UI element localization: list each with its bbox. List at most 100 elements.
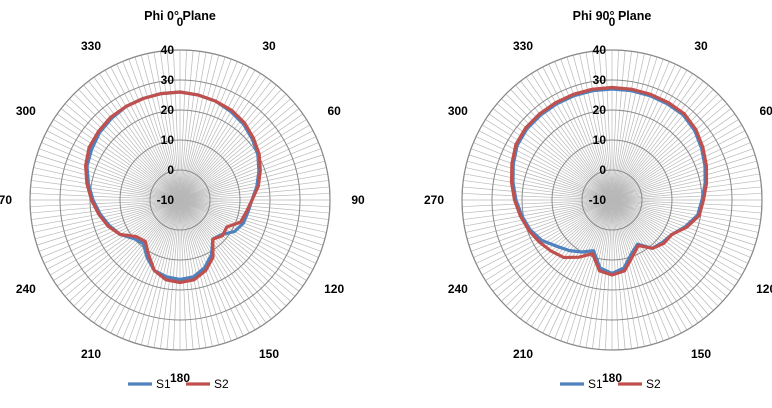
spoke [566, 56, 613, 201]
spoke [179, 199, 325, 240]
angle-tick-label: 150 [691, 347, 711, 361]
spoke [179, 80, 272, 201]
spoke [611, 199, 754, 252]
spoke [78, 89, 181, 201]
spoke [611, 50, 626, 201]
spoke [179, 199, 330, 207]
spoke [179, 56, 226, 201]
spoke [542, 199, 613, 334]
spoke [542, 66, 613, 201]
spoke [122, 61, 181, 201]
angle-tick-label: 180 [602, 371, 622, 385]
spoke [611, 167, 759, 201]
spoke [611, 199, 732, 292]
spoke [611, 199, 757, 240]
spoke [611, 50, 619, 201]
spoke [46, 199, 181, 270]
spoke [611, 73, 693, 201]
spoke [611, 148, 754, 201]
spoke [179, 58, 232, 201]
spoke [611, 89, 714, 201]
spoke [536, 199, 613, 331]
spoke [585, 199, 613, 348]
spoke [166, 199, 181, 350]
spoke [116, 63, 181, 201]
spoke [69, 199, 181, 302]
spoke [611, 173, 760, 201]
angle-tick-label: 120 [756, 282, 772, 296]
r-tick-label: -10 [157, 193, 175, 207]
legend-label-s2: S2 [646, 377, 661, 391]
spoke [173, 199, 181, 350]
angle-tick-label: 240 [448, 282, 468, 296]
spoke [179, 199, 314, 270]
spoke [611, 199, 739, 281]
r-tick-label: 40 [593, 43, 607, 57]
spoke [179, 199, 267, 324]
spoke [598, 199, 613, 350]
angle-tick-label: 0 [609, 15, 616, 29]
angle-tick-label: 60 [327, 104, 341, 118]
angle-tick-label: 30 [694, 39, 708, 53]
spoke [611, 199, 658, 344]
spoke [554, 199, 613, 339]
spoke [531, 73, 613, 201]
spoke [30, 199, 181, 207]
spoke [166, 50, 181, 201]
legend: S1 S2 [128, 377, 229, 391]
angle-tick-label: 180 [170, 371, 190, 385]
spoke [548, 199, 613, 337]
spoke [179, 124, 311, 201]
angle-tick-label: 90 [351, 193, 365, 207]
spoke [611, 199, 756, 246]
spoke [179, 63, 244, 201]
grid-ring [149, 169, 211, 231]
angle-tick-label: 210 [513, 347, 533, 361]
spoke [173, 50, 181, 201]
spoke [179, 199, 277, 316]
spoke [478, 199, 613, 270]
spoke [465, 167, 613, 201]
spoke [93, 76, 181, 201]
spoke [611, 199, 693, 327]
series-line-s2 [84, 90, 262, 285]
grid-ring [29, 49, 331, 351]
spoke [560, 58, 613, 201]
spoke [33, 167, 181, 201]
spoke [611, 199, 688, 331]
spoke [467, 160, 613, 201]
angle-tick-label: 240 [16, 282, 36, 296]
spoke [69, 98, 181, 201]
spoke [611, 199, 704, 320]
spoke [104, 69, 181, 201]
spoke [611, 124, 743, 201]
spoke [179, 199, 300, 292]
spoke [611, 199, 760, 227]
spoke [179, 199, 330, 214]
spoke [32, 199, 181, 227]
spoke [64, 103, 181, 201]
spoke [592, 51, 613, 201]
spoke [147, 199, 181, 347]
spoke [36, 154, 181, 201]
spoke [579, 53, 613, 201]
spoke [585, 52, 613, 201]
spoke [179, 199, 311, 276]
spoke [160, 51, 181, 201]
spoke [481, 199, 613, 276]
spoke [572, 55, 613, 201]
spoke [525, 76, 613, 201]
spoke [179, 199, 307, 281]
spoke [179, 199, 324, 246]
spoke [38, 148, 181, 201]
spoke [73, 93, 181, 201]
grid-ring [461, 49, 763, 351]
spoke [462, 199, 613, 214]
spoke [611, 199, 632, 349]
spoke [49, 199, 181, 276]
angle-tick-label: 30 [262, 39, 276, 53]
spoke [492, 108, 613, 201]
spoke [611, 199, 761, 220]
spoke [611, 160, 757, 201]
spoke [611, 69, 688, 201]
